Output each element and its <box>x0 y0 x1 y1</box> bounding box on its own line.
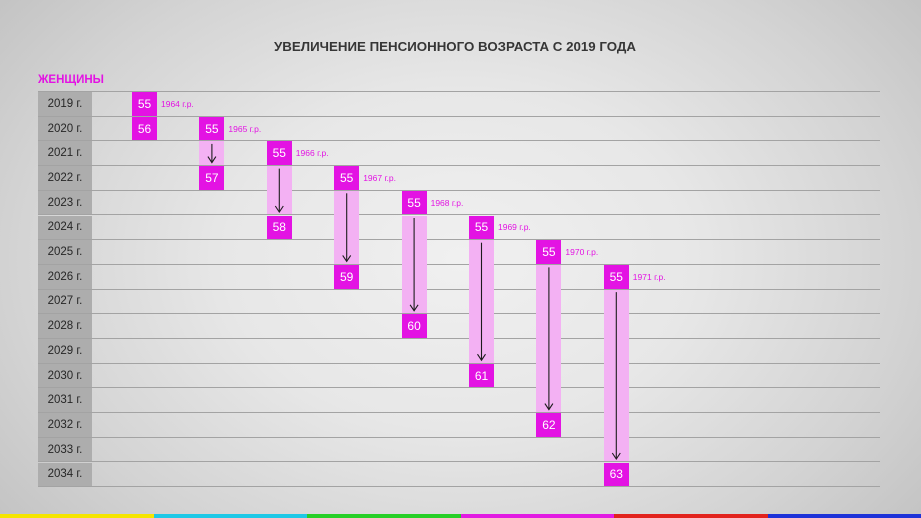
year-label: 2022 г. <box>38 166 92 190</box>
year-row: 2027 г. <box>38 289 880 315</box>
down-arrow <box>409 218 419 312</box>
arrow-head <box>611 452 621 460</box>
new-age-box: 63 <box>603 462 629 487</box>
arrow-head <box>342 255 352 263</box>
new-age-box: 57 <box>199 166 225 190</box>
year-label: 2027 г. <box>38 289 92 314</box>
year-label: 2033 г. <box>38 437 92 462</box>
start-age-box: 55 <box>266 141 292 166</box>
start-age-box: 55 <box>469 215 494 240</box>
brand-stripe-segment <box>153 514 307 518</box>
down-arrow <box>274 168 284 213</box>
brand-stripe-segment <box>614 514 768 518</box>
year-label: 2032 г. <box>38 413 92 437</box>
year-row: 2022 г. <box>38 166 880 191</box>
year-label: 2030 г. <box>38 363 92 388</box>
down-arrow <box>611 292 621 460</box>
arrows-layer <box>207 143 621 460</box>
down-arrow <box>477 242 486 362</box>
year-row: 2030 г. <box>38 363 880 389</box>
year-label: 2028 г. <box>38 314 92 338</box>
arrow-head <box>477 353 486 362</box>
brand-stripe-segment <box>307 514 461 518</box>
year-label: 2026 г. <box>38 264 92 289</box>
cohort-label: 1968 г.р. <box>430 197 464 208</box>
arrow-head <box>409 304 419 312</box>
start-age-box: 55 <box>132 92 157 116</box>
new-age-box: 62 <box>536 413 562 437</box>
start-age-box: 55 <box>401 190 427 215</box>
year-row: 2028 г. <box>38 314 880 339</box>
year-row: 2021 г. <box>38 141 880 167</box>
brand-stripe-segment <box>0 514 154 518</box>
chart-subtitle: ЖЕНЩИНЫ <box>38 74 104 86</box>
start-age-box: 55 <box>334 166 360 190</box>
year-row: 2026 г. <box>38 264 880 290</box>
arrow-head <box>274 205 284 213</box>
year-row: 2024 г. <box>38 215 880 241</box>
year-row: 2029 г. <box>38 339 880 364</box>
start-age-box: 55 <box>199 116 225 141</box>
new-age-box: 56 <box>132 116 157 141</box>
year-row: 2034 г. <box>38 462 880 488</box>
new-age-box: 58 <box>266 215 292 240</box>
year-label: 2024 г. <box>38 215 92 240</box>
retirement-age-chart: 2019 г. 2020 г. 2021 г. 2022 г. 2023 г. 2024 … <box>38 91 880 488</box>
cohort-label: 1970 г.р. <box>565 247 599 258</box>
brand-stripe-segment <box>767 514 921 518</box>
arrow-head <box>207 156 217 164</box>
start-age-box: 55 <box>603 264 629 289</box>
new-age-box: 59 <box>334 264 360 289</box>
year-label: 2023 г. <box>38 190 92 215</box>
new-age-box: 60 <box>401 314 427 338</box>
cohort-label: 1969 г.р. <box>498 222 531 233</box>
year-row: 2019 г. <box>38 92 880 117</box>
year-row: 2025 г. <box>38 240 880 265</box>
year-row: 2032 г. <box>38 413 880 438</box>
brand-stripe <box>0 514 921 518</box>
cohort-label: 1965 г.р. <box>228 123 262 134</box>
brand-stripe-segment <box>460 514 614 518</box>
year-label: 2021 г. <box>38 141 92 166</box>
down-arrow <box>544 267 554 411</box>
year-label: 2020 г. <box>38 116 92 141</box>
year-label: 2034 г. <box>38 462 92 487</box>
year-row: 2033 г. <box>38 437 880 463</box>
year-label: 2019 г. <box>38 92 92 116</box>
cohort-label: 1966 г.р. <box>295 148 329 159</box>
year-row: 2023 г. <box>38 190 880 216</box>
down-arrow <box>207 143 217 164</box>
down-arrow <box>342 193 352 263</box>
new-age-box: 61 <box>469 363 494 388</box>
grid-top-line <box>38 91 880 92</box>
year-label: 2031 г. <box>38 388 92 413</box>
cohort-label: 1967 г.р. <box>363 172 396 183</box>
start-age-box: 55 <box>536 240 562 264</box>
year-row: 2020 г. <box>38 116 880 142</box>
cohort-label: 1971 г.р. <box>632 271 666 282</box>
chart-title: УВЕЛИЧЕНИЕ ПЕНСИОННОГО ВОЗРАСТА С 2019 Г… <box>274 39 636 54</box>
year-label: 2025 г. <box>38 240 92 264</box>
year-label: 2029 г. <box>38 339 92 363</box>
cohort-label: 1964 г.р. <box>161 98 194 109</box>
year-row: 2031 г. <box>38 388 880 414</box>
arrow-head <box>544 403 554 411</box>
